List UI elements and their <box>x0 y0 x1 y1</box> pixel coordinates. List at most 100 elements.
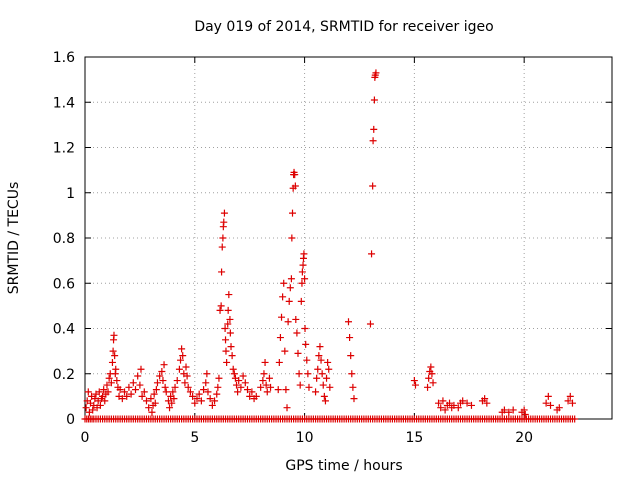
data-point <box>138 392 146 400</box>
data-point <box>246 392 254 400</box>
data-point <box>297 297 305 305</box>
data-point <box>134 372 142 380</box>
data-point <box>347 352 355 360</box>
data-point <box>173 377 181 385</box>
data-point <box>283 404 291 412</box>
data-point <box>110 331 118 339</box>
data-point <box>450 401 458 409</box>
data-point <box>287 275 295 283</box>
data-point <box>116 386 124 394</box>
data-point <box>160 361 168 369</box>
data-point <box>324 358 332 366</box>
data-point <box>313 374 321 382</box>
data-point <box>150 390 158 398</box>
data-point <box>230 370 238 378</box>
data-point <box>483 399 491 407</box>
data-point <box>218 268 226 276</box>
data-point <box>542 399 550 407</box>
data-point <box>282 386 290 394</box>
data-point <box>564 397 572 405</box>
data-point <box>318 370 326 378</box>
data-point <box>217 302 225 310</box>
data-point <box>317 356 325 364</box>
data-point <box>229 365 237 373</box>
data-point <box>156 372 164 380</box>
data-point <box>263 388 271 396</box>
data-point <box>257 383 265 391</box>
grid <box>85 57 612 419</box>
data-point <box>197 397 205 405</box>
data-point <box>370 96 378 104</box>
data-point <box>298 279 306 287</box>
y-tick-label: 1.4 <box>53 95 75 111</box>
data-point <box>454 404 462 412</box>
data-point <box>216 306 224 314</box>
data-point <box>369 182 377 190</box>
data-point <box>348 370 356 378</box>
data-point <box>300 250 308 258</box>
data-point <box>370 125 378 133</box>
data-point <box>169 388 177 396</box>
data-point <box>186 388 194 396</box>
data-point <box>252 392 260 400</box>
data-point <box>314 365 322 373</box>
data-point <box>104 388 112 396</box>
data-point <box>193 395 201 403</box>
x-tick-label: 5 <box>190 430 199 446</box>
data-point <box>206 395 214 403</box>
data-point <box>279 293 287 301</box>
data-point <box>215 374 223 382</box>
data-point <box>221 325 229 332</box>
data-point <box>121 388 129 396</box>
data-point <box>162 388 170 396</box>
data-point <box>96 401 104 409</box>
data-point <box>321 397 329 405</box>
data-point <box>372 69 380 77</box>
data-point <box>467 401 475 409</box>
data-point <box>129 379 137 387</box>
data-point <box>243 386 251 394</box>
y-tick-label: 0.4 <box>53 322 75 338</box>
data-point <box>123 392 131 400</box>
data-point <box>267 383 275 391</box>
data-point <box>286 284 294 292</box>
data-point <box>411 381 419 389</box>
data-point <box>301 325 309 332</box>
data-points <box>81 69 579 423</box>
data-point <box>293 329 301 337</box>
data-point <box>140 388 148 396</box>
data-point <box>191 399 199 407</box>
data-point <box>288 234 296 242</box>
data-point <box>82 404 90 412</box>
data-point <box>218 243 226 251</box>
data-point <box>509 406 517 414</box>
data-point <box>294 349 302 357</box>
data-point <box>100 386 108 394</box>
y-tick-label: 1.2 <box>53 141 75 157</box>
data-point <box>284 318 292 326</box>
data-point <box>505 408 513 416</box>
data-point <box>291 171 299 179</box>
y-tick-label: 1 <box>66 186 75 202</box>
data-point <box>153 379 161 387</box>
data-point <box>566 392 574 400</box>
data-point <box>446 399 454 407</box>
data-point <box>84 388 92 396</box>
data-point <box>171 383 179 391</box>
data-point <box>158 367 166 375</box>
data-point <box>248 388 256 396</box>
data-point <box>109 347 117 355</box>
data-point <box>219 234 227 242</box>
y-tick-label: 0.8 <box>53 231 75 247</box>
data-point <box>323 374 331 382</box>
data-point <box>159 377 167 385</box>
data-point <box>220 218 228 226</box>
data-point <box>125 383 133 391</box>
data-point <box>103 381 111 389</box>
data-point <box>89 406 97 414</box>
x-tick-label: 15 <box>405 430 423 446</box>
data-point <box>346 334 354 342</box>
data-point <box>234 388 242 396</box>
data-point <box>220 209 228 217</box>
